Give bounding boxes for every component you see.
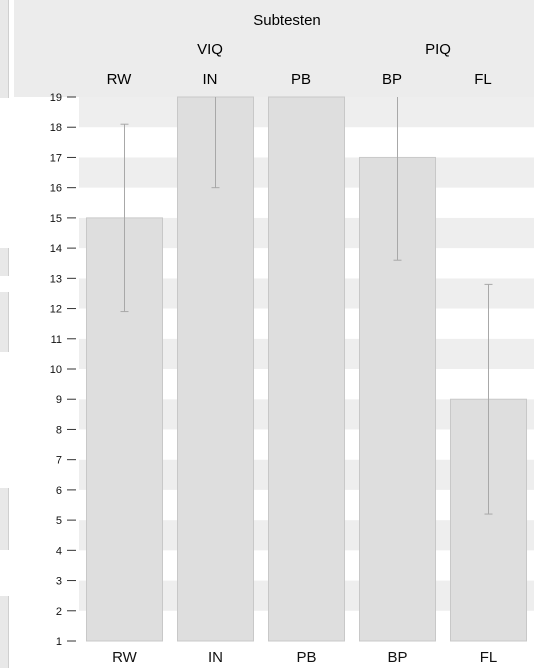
- group-label-viq: VIQ: [197, 41, 223, 58]
- bar-pb: [268, 96, 345, 642]
- top-category-label-fl: FL: [474, 71, 492, 88]
- y-tick-label: 16: [50, 183, 62, 195]
- y-tick-label: 5: [56, 515, 62, 527]
- y-tick-label: 14: [50, 243, 62, 255]
- y-tick-label: 12: [50, 304, 62, 316]
- y-tick-label: 3: [56, 576, 62, 588]
- x-tick-label-rw: RW: [112, 649, 138, 666]
- panel-block: [0, 488, 9, 550]
- error-bar-fl: [484, 283, 493, 515]
- y-tick-label: 18: [50, 122, 62, 134]
- y-tick-label: 17: [50, 152, 62, 164]
- y-tick-label: 19: [50, 92, 62, 104]
- top-category-label-in: IN: [203, 71, 218, 88]
- y-tick-label: 4: [56, 545, 62, 557]
- left-panel-edge: [0, 0, 14, 668]
- y-tick-label: 13: [50, 273, 62, 285]
- top-category-label-pb: PB: [291, 71, 311, 88]
- y-tick-label: 8: [56, 424, 62, 436]
- y-tick-label: 15: [50, 213, 62, 225]
- y-tick-label: 6: [56, 485, 62, 497]
- x-tick-label-pb: PB: [296, 649, 316, 666]
- error-bar-rw: [120, 123, 129, 313]
- panel-block: [0, 292, 9, 352]
- top-category-label-bp: BP: [382, 71, 402, 88]
- panel-block: [0, 248, 9, 276]
- x-axis: RW IN PB BP FL: [112, 649, 497, 666]
- x-tick-label-fl: FL: [480, 649, 498, 666]
- error-bar-in: [211, 97, 220, 189]
- y-tick-label: 9: [56, 394, 62, 406]
- bar-chart: Subtesten VIQ PIQ RW IN PB BP FL 1234567…: [14, 0, 534, 666]
- y-tick-label: 7: [56, 455, 62, 467]
- error-bar-bp: [393, 97, 402, 261]
- y-tick-label: 1: [56, 636, 62, 648]
- group-label-piq: PIQ: [425, 41, 451, 58]
- y-tick-label: 11: [51, 334, 62, 346]
- chart-header-background: [14, 0, 534, 97]
- y-tick-label: 10: [50, 364, 62, 376]
- chart-title: Subtesten: [253, 12, 321, 29]
- error-bars: [120, 97, 493, 515]
- y-tick-label: 2: [56, 606, 62, 618]
- panel-block: [0, 0, 9, 98]
- x-tick-label-in: IN: [208, 649, 223, 666]
- top-category-label-rw: RW: [107, 71, 133, 88]
- x-tick-label-bp: BP: [387, 649, 407, 666]
- panel-block: [0, 596, 9, 668]
